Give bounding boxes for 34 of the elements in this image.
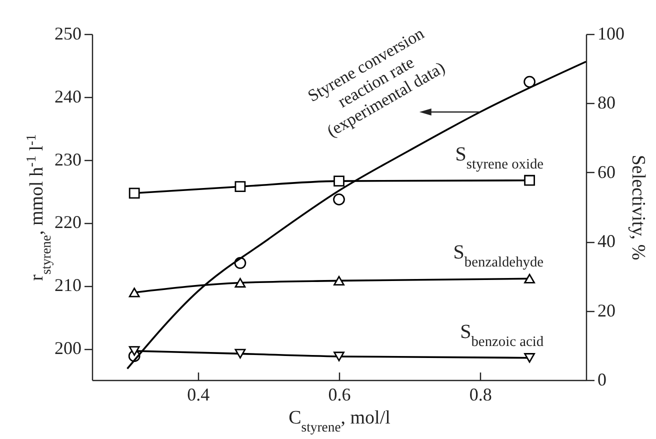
point: [333, 194, 345, 206]
y-tick-label: 210: [54, 275, 82, 296]
point: [234, 348, 246, 359]
y-tick-label: 200: [54, 338, 82, 358]
point: [128, 188, 140, 199]
y2-tick-label: 0: [598, 370, 606, 390]
y2-tick-label: 20: [598, 300, 616, 320]
x-axis-title: C$_{styrene}$, mol/l: [288, 408, 390, 434]
point: [524, 274, 535, 284]
point: [524, 174, 535, 186]
x-tick-label: 0.8: [469, 384, 492, 404]
y-tick-label: 240: [54, 86, 82, 106]
point: [234, 181, 246, 192]
y2-axis-title: Selectivity, %: [628, 154, 648, 260]
y-tick-label: 250: [54, 24, 82, 44]
point: [524, 353, 535, 363]
x-tick-label: 0.4: [187, 384, 210, 404]
series-label: S$_{styrene oxide}$: [455, 143, 544, 172]
point: [334, 276, 344, 286]
point: [524, 76, 536, 88]
y-tick-label: 220: [54, 212, 82, 232]
point: [234, 278, 246, 288]
point: [334, 352, 344, 362]
y2-tick-label: 100: [598, 24, 624, 44]
point: [128, 288, 140, 298]
y2-tick-label: 60: [598, 162, 616, 182]
point: [128, 346, 140, 356]
series-label: S$_{benzoic acid}$: [460, 320, 544, 350]
series-label: S$_{benzaldehyde}$: [453, 242, 544, 271]
y-tick-label: 230: [54, 149, 82, 170]
y2-tick-label: 80: [598, 92, 616, 113]
point: [334, 176, 344, 186]
y2-tick-label: 40: [598, 231, 616, 252]
x-tick-label: 0.6: [328, 384, 351, 404]
